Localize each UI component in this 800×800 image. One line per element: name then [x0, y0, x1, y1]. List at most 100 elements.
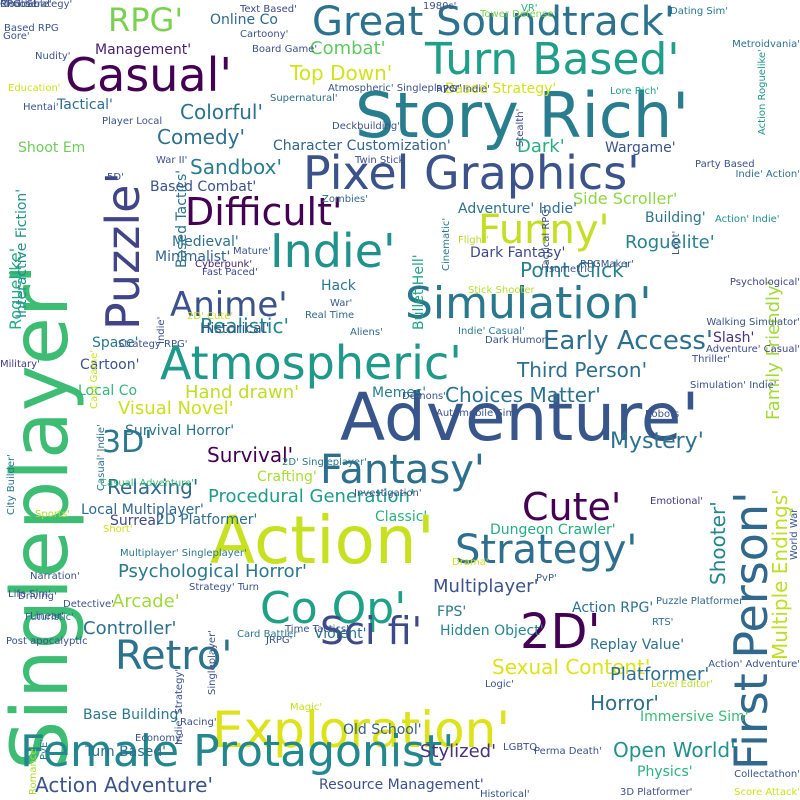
word-cloud-word: Isometric' — [546, 264, 596, 275]
word-cloud-word: Combat' — [310, 38, 386, 59]
word-cloud-word: Open World' — [613, 738, 736, 762]
word-cloud-word: Post apocalyptic — [6, 636, 88, 647]
word-cloud-word: Futuristic' — [25, 612, 74, 623]
word-cloud-word: Replay Value' — [590, 637, 685, 653]
word-cloud-word: Simulation' — [405, 278, 652, 329]
word-cloud-word: World War — [789, 508, 800, 560]
word-cloud-word: Horror' — [590, 691, 659, 715]
word-cloud-word: Cartoony' — [240, 29, 289, 40]
word-cloud-word: Multiplayer' Singleplayer' — [120, 548, 247, 559]
word-cloud-word: Casual' Adventure' — [100, 478, 194, 489]
word-cloud-word: Stealth' — [515, 108, 526, 147]
word-cloud-word: Moddable' — [0, 0, 52, 10]
word-cloud-word: Retro' — [115, 633, 233, 679]
word-cloud-word: Hack — [321, 278, 356, 294]
word-cloud-word: Management' — [95, 42, 192, 58]
word-cloud-word: 2D' Cute' — [187, 311, 234, 322]
word-cloud-word: Puzzle' — [96, 171, 150, 330]
word-cloud-word: Cinematic' — [441, 217, 452, 271]
word-cloud-word: Based Tactics' — [174, 169, 190, 268]
word-cloud-word: Tactical RPG' — [541, 206, 552, 270]
word-cloud-word: Romance' — [28, 745, 39, 795]
word-cloud-word: Side Scroller' — [573, 189, 678, 208]
word-cloud-word: Action' — [210, 502, 435, 579]
word-cloud-word: Controller' — [83, 618, 177, 639]
word-cloud-word: Dark' — [517, 136, 565, 157]
word-cloud-word: FPS' — [437, 604, 467, 620]
word-cloud-word: Difficult' — [185, 190, 343, 234]
word-cloud-word: Tower Defense' — [480, 9, 557, 20]
word-cloud-word: Puzzle Platformer' — [656, 596, 746, 607]
word-cloud-word: Violent' — [314, 626, 367, 642]
word-cloud-word: Linear' — [30, 611, 64, 622]
word-cloud-word: Cartoon' — [80, 357, 140, 373]
word-cloud-word: Driving' — [18, 591, 57, 602]
word-cloud-word: Historical' — [480, 789, 530, 800]
word-cloud-word: 3D' — [102, 425, 153, 460]
word-cloud-word: 3D Platformer' — [620, 787, 693, 798]
word-cloud-word: Singleplayer' — [207, 630, 218, 695]
word-cloud-word: 5D' — [107, 172, 124, 183]
word-cloud-word: Thriller' — [692, 354, 730, 365]
word-cloud-word: Colorful' — [180, 100, 263, 124]
word-cloud-word: RTS' — [652, 617, 674, 628]
word-cloud-word: Indie' Action' — [735, 169, 800, 180]
word-cloud-word: Simulation' Indie' — [690, 380, 777, 391]
word-cloud-word: Dungeon Crawler' — [490, 522, 616, 538]
word-cloud-word: Shooter' — [706, 501, 730, 585]
word-cloud-word: Life Sim' — [8, 589, 51, 600]
word-cloud-word: Strategy RPG' — [118, 339, 188, 350]
word-cloud-word: Psychological' — [729, 277, 800, 288]
word-cloud-word: Dark Humor' — [485, 335, 549, 346]
word-cloud-word: Real Time — [305, 310, 355, 321]
word-cloud-word: Board Game' — [252, 44, 318, 55]
word-cloud-word: Platformer' — [610, 664, 710, 685]
word-cloud-word: RPG' — [108, 1, 184, 39]
word-cloud-word: Economy' — [135, 733, 184, 744]
word-cloud-word: Score Attack' — [734, 787, 800, 798]
word-cloud-word: Fast Paced' — [202, 267, 258, 278]
word-cloud-word: Mystery' — [610, 429, 704, 454]
word-cloud-word: Roguelite' — [625, 232, 715, 253]
word-cloud-word: RPG' Indie' — [436, 84, 490, 95]
word-cloud-word: Wargame' — [605, 140, 676, 156]
word-cloud-word: Action Adventure' — [35, 773, 213, 797]
word-cloud-word: Funny' — [478, 207, 610, 253]
word-cloud-word: Based Strategy' — [445, 81, 557, 97]
word-cloud-word: Walking Simulator' — [706, 317, 800, 328]
word-cloud-word: RPG' Strategy' — [0, 0, 73, 10]
word-cloud-word: Choose — [0, 0, 37, 10]
word-cloud-word: Visual Novel' — [118, 398, 234, 419]
word-cloud-word: Medieval' — [172, 234, 239, 250]
word-cloud-word: Great Soundtrack' — [312, 0, 675, 45]
word-cloud-word: Hidden Object' — [440, 623, 544, 639]
word-cloud-word: Surreal' — [110, 513, 164, 529]
word-cloud-word: Pixel Graphics' — [303, 146, 640, 200]
word-cloud-word: Mature' — [233, 246, 271, 257]
word-cloud-word: Third Person' — [517, 358, 648, 382]
word-cloud-word: Twin Stick — [355, 155, 405, 166]
word-cloud-word: Space' — [92, 335, 139, 351]
word-cloud-word: Survival Horror' — [125, 423, 235, 439]
word-cloud-word: Lore Rich' — [610, 86, 660, 97]
word-cloud-word: PvP' — [536, 573, 557, 584]
word-cloud-word: Point Click' — [520, 258, 630, 282]
word-cloud-word: Player Local — [102, 116, 163, 127]
word-cloud-word: Party Based — [695, 159, 755, 170]
word-cloud-word: Relaxing' — [107, 475, 199, 499]
word-cloud-word: War' — [330, 298, 353, 309]
word-cloud-word: Local Co — [78, 383, 138, 399]
word-cloud-word: Fantasy' — [320, 447, 485, 493]
word-cloud-word: Tactical' — [57, 97, 113, 113]
word-cloud-word: Comedy' — [157, 125, 246, 149]
word-cloud-word: Racing' — [180, 717, 217, 728]
word-cloud-word: Gore' — [3, 31, 30, 42]
word-cloud-word: Collectathon' — [734, 769, 800, 780]
word-cloud-word: Card Battler' — [237, 629, 301, 640]
word-cloud-word: Turn Based' — [425, 34, 680, 85]
word-cloud-word: Perma Death' — [534, 746, 602, 757]
word-cloud-word: Aliens' — [350, 327, 383, 338]
word-cloud-word: Physics' — [637, 764, 693, 780]
word-cloud-word: Procedural Generation' — [208, 486, 415, 507]
